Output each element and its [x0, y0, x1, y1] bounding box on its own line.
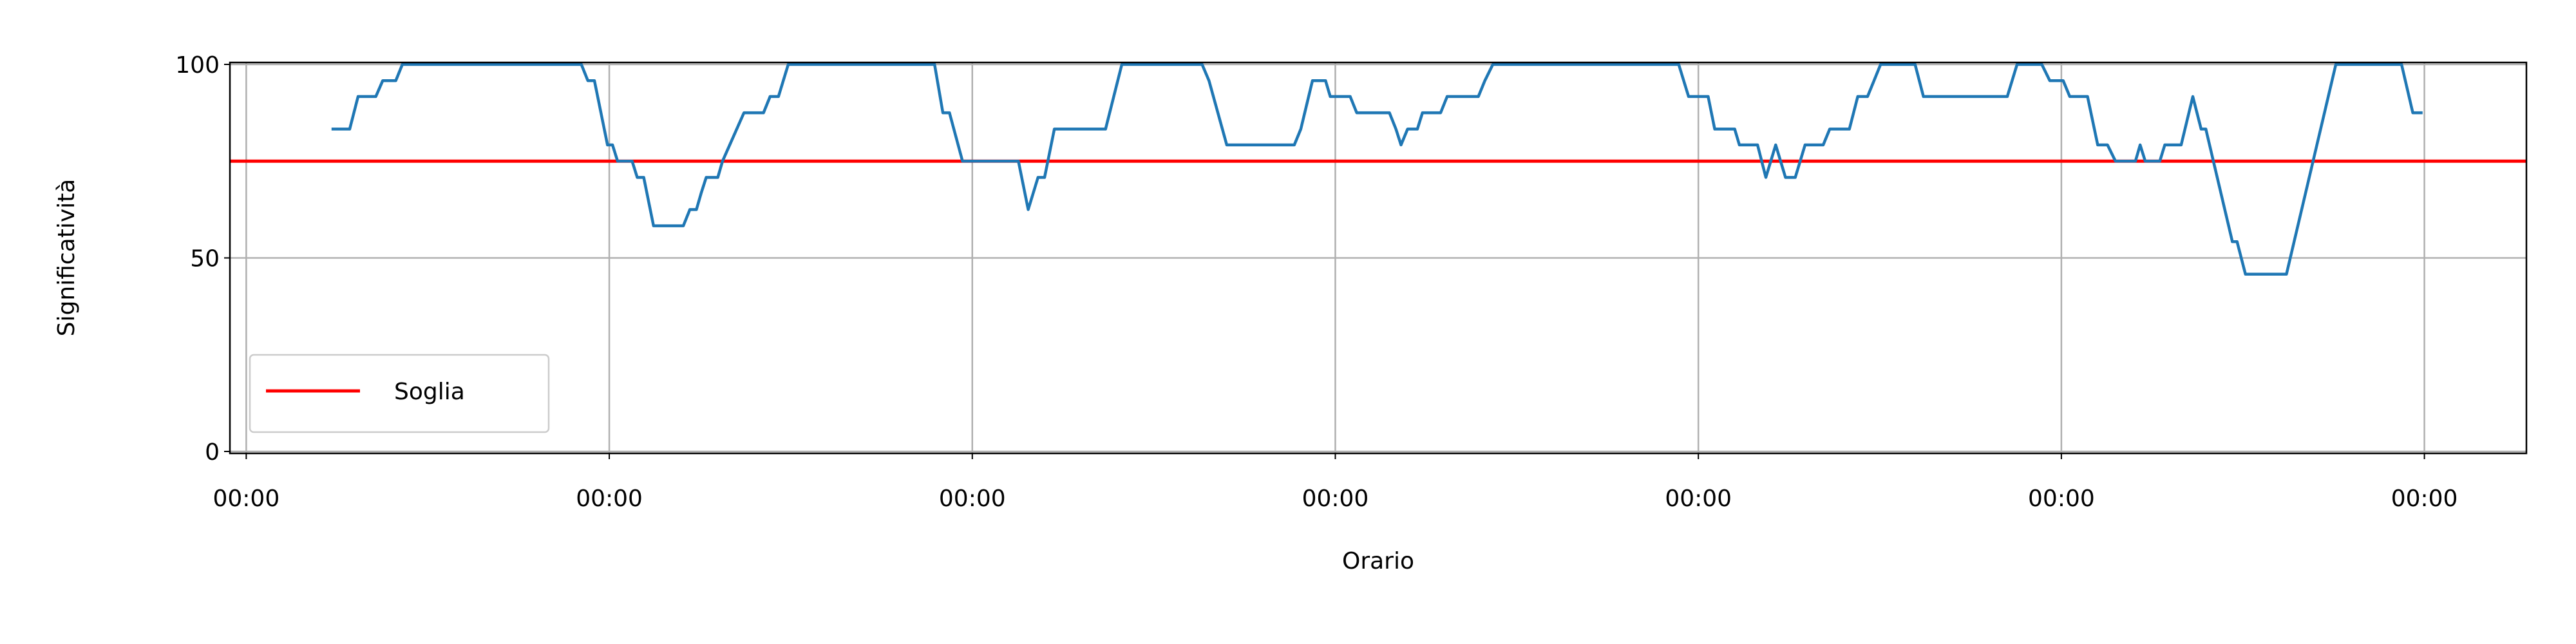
series-line: [331, 62, 2423, 276]
plot-frame: [229, 61, 2528, 455]
x-axis-label: Orario: [1342, 548, 1414, 574]
legend-label: Soglia: [394, 379, 465, 405]
x-tick-label: 00:00: [939, 486, 1006, 512]
x-tick-label: 00:00: [213, 486, 279, 512]
y-axis-label: Significatività: [53, 179, 80, 337]
y-tick-label: 100: [175, 52, 220, 79]
x-tick-label: 00:00: [2391, 486, 2458, 512]
x-tick-label: 00:00: [576, 486, 643, 512]
x-tick-label: 00:00: [1302, 486, 1369, 512]
x-tick-label: 00:00: [1665, 486, 1732, 512]
legend-box: [249, 354, 550, 433]
y-tick-label: 50: [190, 246, 220, 272]
y-tick-label: 0: [205, 439, 220, 466]
x-tick-label: 00:00: [2028, 486, 2095, 512]
